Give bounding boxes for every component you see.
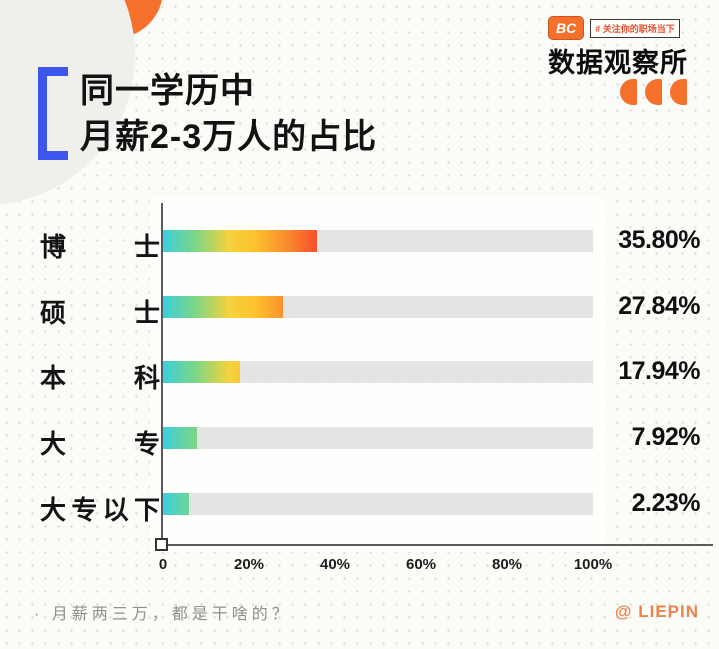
- chevron-left-icon: [645, 79, 662, 105]
- brand-tagline: # 关注你的职场当下: [590, 18, 680, 38]
- x-axis-ticks: 0 20% 40% 60% 80% 100%: [159, 556, 612, 576]
- bar-track: [163, 361, 593, 383]
- x-tick-100: 100%: [573, 556, 613, 573]
- x-axis-line: [161, 544, 713, 546]
- bar-track: [163, 230, 593, 252]
- chevrons-decoration: [620, 79, 687, 105]
- category-label-phd: 博士: [40, 232, 160, 262]
- page-title-line2: 月薪2-3万人的占比: [80, 118, 378, 156]
- value-label-phd: 35.80%: [618, 226, 700, 254]
- axis-origin-marker: [155, 538, 168, 551]
- x-tick-40: 40%: [319, 556, 351, 573]
- brand-logo-badge: BC: [548, 16, 585, 40]
- category-label-below-college: 大专以下: [40, 495, 160, 525]
- category-label-master: 硕士: [40, 298, 160, 328]
- bar-college: [163, 427, 198, 449]
- x-tick-20: 20%: [233, 556, 265, 573]
- bar-below-college: [163, 493, 189, 515]
- brand-name: 数据观察所: [548, 48, 688, 78]
- bar-track: [163, 493, 593, 515]
- footer-caption: · 月薪两三万，都是干啥的？: [34, 606, 292, 623]
- value-label-bachelor: 17.94%: [618, 357, 700, 385]
- bar-master: [163, 296, 283, 318]
- bar-phd: [163, 230, 317, 252]
- bar-track: [163, 296, 593, 318]
- category-label-bachelor: 本科: [40, 363, 160, 393]
- value-label-master: 27.84%: [618, 292, 700, 320]
- bar-bachelor: [163, 361, 241, 383]
- x-tick-60: 60%: [405, 556, 437, 573]
- x-tick-80: 80%: [491, 556, 523, 573]
- footer-credit: @ LIEPIN: [614, 602, 699, 621]
- y-axis-line: [161, 203, 163, 545]
- page-title: 同一学历中 月薪2-3万人的占比: [80, 68, 377, 160]
- category-label-college: 大专: [40, 429, 160, 459]
- brand-block: BC # 关注你的职场当下 数据观察所: [548, 16, 698, 80]
- bar-track: [163, 427, 593, 449]
- x-tick-0: 0: [158, 556, 168, 573]
- value-label-college: 7.92%: [631, 423, 701, 451]
- chevron-left-icon: [620, 79, 637, 105]
- chevron-left-icon: [670, 79, 687, 105]
- title-bracket-decoration: [38, 67, 68, 160]
- value-label-below-college: 2.23%: [631, 489, 701, 517]
- page-title-line1: 同一学历中: [80, 72, 255, 110]
